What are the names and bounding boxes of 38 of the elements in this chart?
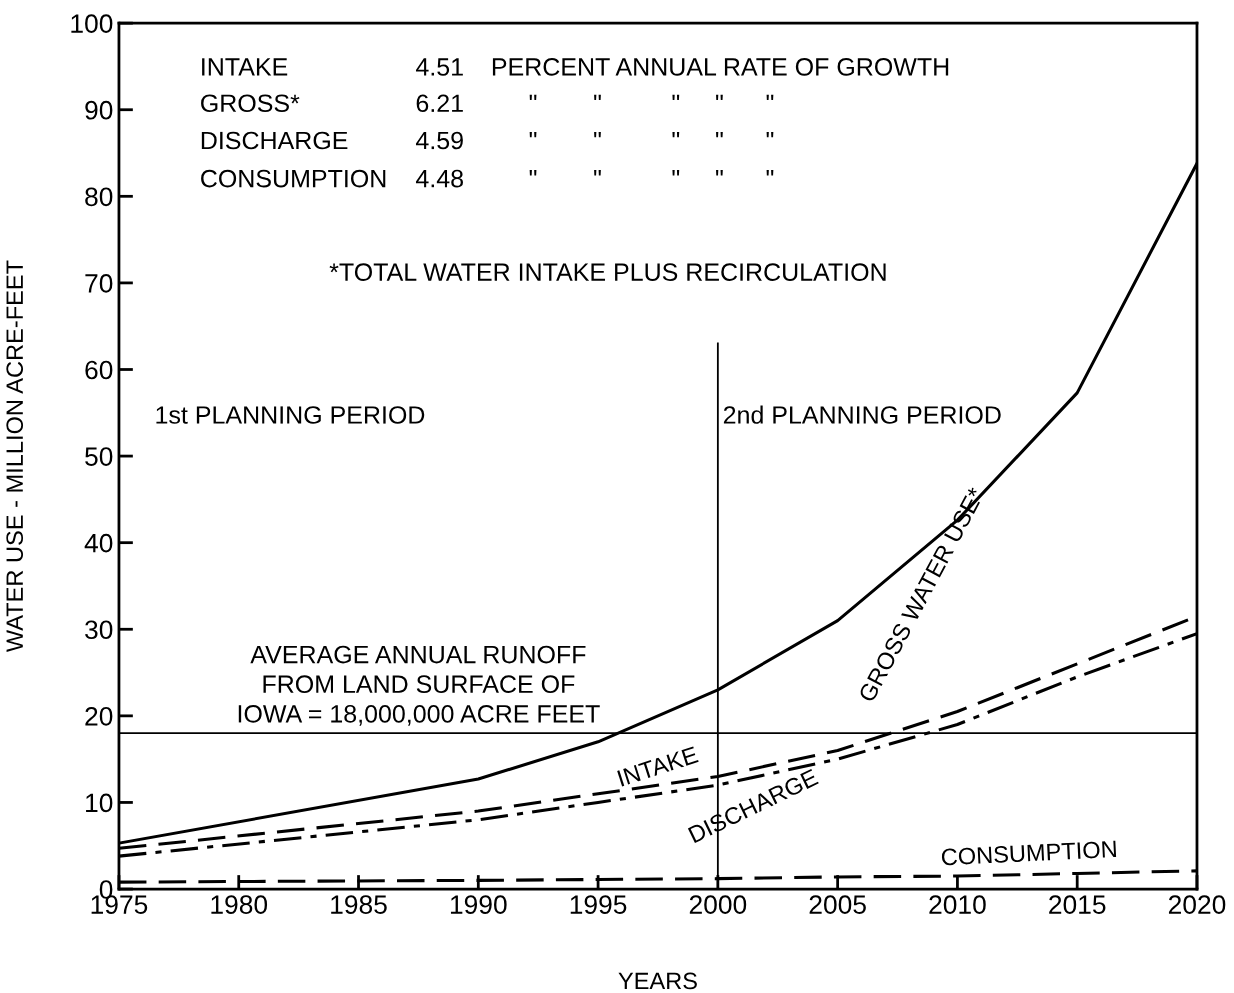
y-tick-label: 10 <box>86 793 113 813</box>
annotation: GROSS* <box>201 94 300 113</box>
x-tick-label: 2020 <box>1168 895 1226 914</box>
annotation: " " " " " <box>529 94 774 101</box>
y-tick-label: 20 <box>85 706 113 726</box>
annotation: CONSUMPTION <box>201 169 386 188</box>
y-tick-label: 100 <box>71 14 113 33</box>
annotation: INTAKE <box>202 58 288 76</box>
y-tick-label: 80 <box>85 187 113 207</box>
x-tick-label: 2015 <box>1049 895 1106 914</box>
y-tick-label: 60 <box>85 360 113 380</box>
annotation: PERCENT ANNUAL RATE OF GROWTH <box>492 58 949 76</box>
series-label: CONSUMPTION <box>941 840 1117 866</box>
y-tick-label: 70 <box>85 274 113 293</box>
x-tick-label: 2010 <box>929 895 986 914</box>
x-tick-label: 2000 <box>689 895 747 914</box>
x-tick-label: 1985 <box>331 895 387 914</box>
x-tick-label: 2005 <box>809 895 866 914</box>
y-axis-title: WATER USE - MILLION ACRE-FEET <box>6 260 24 653</box>
x-tick-label: 1990 <box>450 895 507 914</box>
x-tick-label: 1995 <box>570 895 627 914</box>
x-axis-title: YEARS <box>618 972 697 990</box>
annotation: *TOTAL WATER INTAKE PLUS RECIRCULATION <box>329 263 886 281</box>
annotation: 4.48 <box>415 169 463 188</box>
x-tick-label: 1980 <box>211 895 268 914</box>
annotation: 4.51 <box>415 58 463 76</box>
y-tick-label: 50 <box>85 447 113 466</box>
annotation: 2nd PLANNING PERIOD <box>723 405 1001 424</box>
ref-line-label: AVERAGE ANNUAL RUNOFF FROM LAND SURFACE OF IOWA = 18,000,000 ACRE FEET <box>238 645 600 726</box>
annotation: " " " " " <box>529 170 774 176</box>
y-tick-label: 90 <box>85 100 113 120</box>
annotation: 6.21 <box>416 94 463 113</box>
annotation: DISCHARGE <box>201 131 348 150</box>
annotation: 4.59 <box>415 131 463 150</box>
y-tick-label: 40 <box>84 533 113 553</box>
annotation: " " " " " <box>529 131 774 138</box>
y-tick-label: 30 <box>85 620 113 640</box>
annotation: 1st PLANNING PERIOD <box>156 406 425 424</box>
